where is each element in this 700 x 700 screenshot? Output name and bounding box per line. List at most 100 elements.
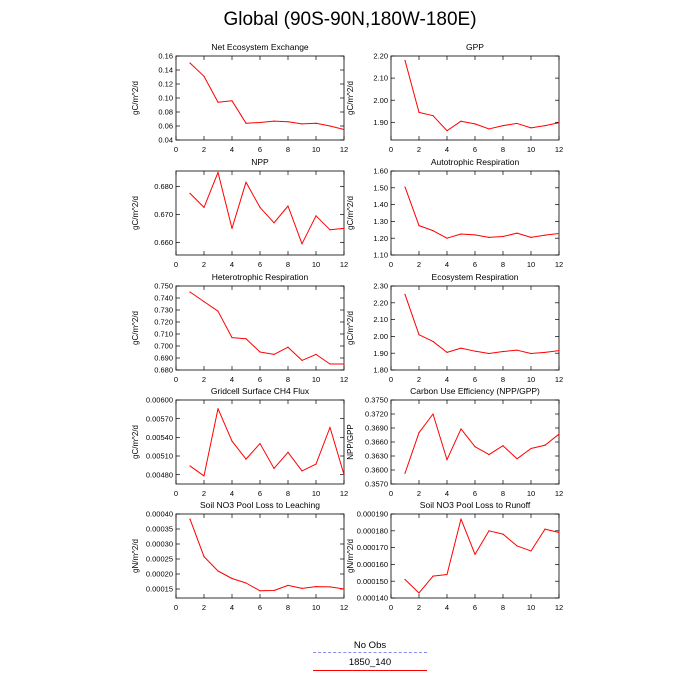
data-point	[301, 359, 303, 361]
y-tick-label: 1.50	[373, 183, 388, 192]
data-point	[301, 470, 303, 472]
series-line-1	[404, 518, 560, 594]
data-point	[544, 351, 546, 353]
data-point	[329, 586, 331, 588]
data-point	[301, 243, 303, 245]
data-point	[259, 121, 261, 124]
chart-title: Heterotrophic Respiration	[212, 272, 309, 282]
x-tick-label: 12	[340, 603, 348, 612]
x-tick-label: 12	[340, 260, 348, 269]
data-point	[530, 550, 532, 552]
data-point	[217, 101, 219, 103]
x-tick-label: 0	[389, 603, 393, 612]
y-tick-label: 2.20	[373, 52, 388, 61]
data-point	[530, 127, 532, 129]
data-point	[446, 351, 448, 353]
y-tick-label: 0.00030	[146, 540, 173, 549]
x-tick-label: 10	[312, 603, 320, 612]
data-point	[259, 590, 261, 592]
x-tick-label: 0	[389, 489, 393, 498]
data-point	[329, 125, 331, 127]
x-tick-label: 6	[258, 260, 262, 269]
x-tick-label: 12	[340, 489, 348, 498]
data-point	[432, 575, 434, 577]
y-tick-label: 0.000160	[357, 560, 388, 569]
data-point	[432, 340, 434, 343]
data-point	[231, 577, 233, 580]
x-tick-label: 8	[286, 489, 290, 498]
data-point	[530, 447, 532, 450]
x-tick-label: 8	[501, 489, 505, 498]
data-point	[418, 225, 420, 227]
x-tick-label: 2	[202, 145, 206, 154]
data-point	[404, 186, 406, 188]
x-tick-label: 8	[501, 145, 505, 154]
y-tick-label: 2.00	[373, 96, 388, 105]
data-point	[460, 428, 462, 430]
data-point	[404, 293, 406, 295]
legend-label-1850-140: 1850_140	[348, 657, 392, 668]
x-tick-label: 8	[286, 145, 290, 154]
y-tick-label: 2.10	[373, 315, 388, 324]
y-tick-label: 0.00540	[146, 433, 173, 442]
y-axis-label: gC/m^2/d	[346, 311, 355, 345]
series-line-1	[404, 294, 560, 355]
data-point	[404, 59, 406, 62]
data-point	[488, 236, 490, 238]
y-axis-label: gC/m^2/d	[131, 196, 140, 230]
data-point	[189, 62, 191, 64]
figure-title: Global (90S-90N,180W-180E)	[223, 9, 477, 30]
y-tick-label: 0.000180	[357, 526, 388, 535]
series-line-1	[404, 60, 560, 132]
chart-title: Soil NO3 Pool Loss to Runoff	[420, 500, 531, 510]
chart-title: Gridcell Surface CH4 Flux	[211, 386, 310, 396]
y-tick-label: 2.10	[373, 74, 388, 83]
y-tick-label: 0.3600	[365, 466, 388, 475]
data-point	[259, 351, 261, 353]
y-tick-label: 0.670	[154, 210, 173, 219]
data-point	[474, 553, 476, 555]
x-tick-label: 12	[340, 375, 348, 384]
y-tick-label: 0.3690	[365, 424, 388, 433]
chart-panel-2: GPP 0 2 4 6 8 10 12 1.90 2.00 2.10 2.20 gC/m^2/d	[346, 42, 563, 154]
y-tick-label: 1.90	[373, 118, 388, 127]
data-point	[203, 301, 205, 303]
chart-title: Ecosystem Respiration	[432, 272, 519, 282]
y-tick-label: 0.690	[154, 354, 173, 363]
data-point	[502, 350, 504, 353]
data-point	[446, 130, 448, 132]
y-tick-label: 0.740	[154, 294, 173, 303]
x-tick-label: 12	[340, 145, 348, 154]
x-tick-label: 6	[473, 603, 477, 612]
x-tick-label: 4	[445, 489, 449, 498]
x-tick-label: 2	[417, 489, 421, 498]
data-point	[245, 122, 247, 124]
x-tick-label: 4	[230, 145, 234, 154]
y-axis-label: NPP/GPP	[346, 424, 355, 460]
x-tick-label: 0	[174, 145, 178, 154]
y-tick-label: 0.00040	[146, 510, 173, 519]
data-point	[446, 459, 448, 461]
data-point	[245, 458, 247, 460]
x-tick-label: 12	[555, 603, 563, 612]
x-tick-label: 4	[230, 603, 234, 612]
y-tick-label: 0.08	[158, 108, 173, 117]
x-tick-label: 2	[202, 603, 206, 612]
series-line-1	[189, 171, 345, 245]
series-line-1	[189, 518, 345, 592]
data-point	[231, 100, 233, 102]
data-point	[315, 586, 317, 588]
y-tick-label: 0.04	[158, 136, 173, 145]
chart-title: NPP	[251, 157, 269, 167]
data-point	[544, 528, 546, 530]
data-point	[516, 122, 518, 125]
x-tick-label: 10	[527, 603, 535, 612]
data-point	[315, 122, 317, 124]
y-tick-label: 0.660	[154, 238, 173, 247]
y-tick-label: 0.710	[154, 330, 173, 339]
data-point	[245, 582, 247, 584]
chart-panel-9: Soil NO3 Pool Loss to Leaching 0 2 4 6 8 10 12 0…	[131, 500, 348, 612]
data-point	[217, 408, 219, 410]
plot-frame	[390, 513, 560, 599]
data-point	[404, 578, 406, 581]
